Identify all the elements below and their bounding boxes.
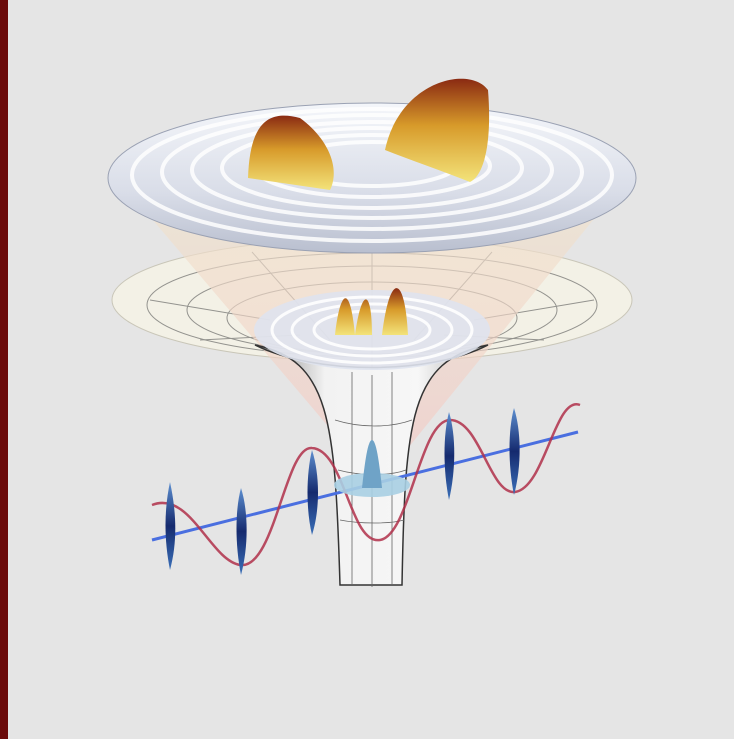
wave-packets xyxy=(165,408,520,575)
central-blob xyxy=(334,440,410,497)
left-border xyxy=(0,0,8,739)
top-disk xyxy=(107,78,637,254)
inner-disk xyxy=(254,288,490,370)
